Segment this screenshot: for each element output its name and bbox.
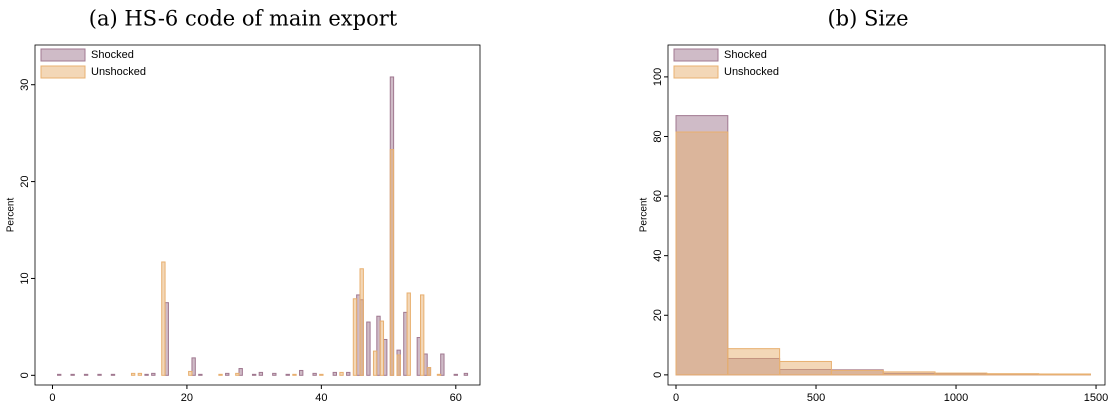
bar (396, 354, 401, 376)
histogram-bar (830, 369, 884, 376)
histogram-bar (1038, 373, 1091, 376)
bar (137, 372, 143, 376)
bar (352, 298, 358, 376)
bar (376, 315, 381, 376)
bar (225, 372, 230, 376)
x-tick-label: 60 (450, 392, 462, 404)
x-tick-label: 1500 (1084, 392, 1108, 404)
y-tick-label: 20 (652, 309, 664, 321)
bar (251, 373, 257, 376)
histogram-bar (779, 360, 832, 376)
bar (292, 373, 297, 376)
y-tick-label: 30 (19, 79, 31, 91)
y-tick-label: 20 (19, 175, 31, 187)
bar (161, 261, 166, 376)
y-axis-label: Percent (639, 198, 650, 233)
bar (403, 311, 408, 376)
bar (218, 373, 223, 376)
bar (130, 372, 136, 376)
histogram-bar (934, 372, 988, 376)
plot-frame (667, 44, 1106, 386)
y-tick-label: 0 (652, 372, 664, 378)
bar (389, 149, 395, 376)
x-tick-label: 0 (673, 392, 679, 404)
legend-swatch (673, 48, 719, 62)
bar (272, 372, 277, 376)
bar (312, 372, 317, 376)
y-tick-label: 80 (652, 130, 664, 142)
bar (110, 373, 116, 376)
histogram-bar (882, 371, 936, 376)
legend-swatch (673, 65, 719, 79)
bar (57, 373, 62, 376)
bar (339, 371, 344, 376)
histogram-bar (675, 131, 729, 376)
bar (97, 373, 102, 376)
bar (258, 371, 264, 376)
bar (366, 321, 371, 376)
x-tick-label: 500 (807, 392, 825, 404)
bar (426, 367, 432, 376)
bar (164, 302, 169, 376)
bar (383, 338, 388, 376)
bar (453, 373, 458, 376)
legend-label: Unshocked (91, 66, 146, 78)
bar (285, 373, 290, 376)
y-tick-label: 100 (652, 68, 664, 86)
bar (416, 337, 422, 376)
bar (191, 357, 196, 376)
bar (359, 268, 364, 376)
x-tick-label: 1000 (944, 392, 968, 404)
bar (423, 353, 428, 376)
bar (332, 371, 337, 376)
x-tick-label: 40 (315, 392, 327, 404)
bar (238, 368, 243, 376)
x-tick-label: 0 (49, 392, 55, 404)
y-tick-label: 0 (19, 372, 31, 378)
bar (440, 353, 445, 376)
bar (83, 373, 89, 376)
bar (144, 373, 149, 376)
bar (463, 372, 469, 376)
bar (420, 294, 425, 376)
legend-swatch (40, 48, 86, 62)
bar (235, 372, 240, 376)
chart-title: (a) HS-6 code of main export (89, 7, 398, 31)
bar (188, 370, 193, 376)
legend-label: Shocked (724, 49, 767, 61)
y-tick-label: 40 (652, 250, 664, 262)
bar (198, 373, 203, 376)
bar (372, 350, 378, 376)
bar (299, 369, 304, 376)
bar (406, 292, 411, 376)
legend-label: Shocked (91, 49, 134, 61)
bar (151, 372, 156, 376)
legend-swatch (40, 65, 86, 79)
x-tick-label: 20 (181, 392, 193, 404)
bar (319, 373, 324, 376)
legend-label: Unshocked (724, 66, 779, 78)
plot-frame (34, 44, 481, 386)
bar (379, 320, 385, 376)
histogram-bar (986, 373, 1040, 376)
y-tick-label: 10 (19, 272, 31, 284)
bar (346, 371, 351, 376)
histogram-bar (727, 348, 781, 376)
bar (356, 294, 361, 376)
bar (436, 373, 442, 376)
y-axis-label: Percent (6, 198, 17, 233)
y-tick-label: 60 (652, 190, 664, 202)
chart-title: (b) Size (827, 7, 908, 31)
bar (70, 373, 75, 376)
